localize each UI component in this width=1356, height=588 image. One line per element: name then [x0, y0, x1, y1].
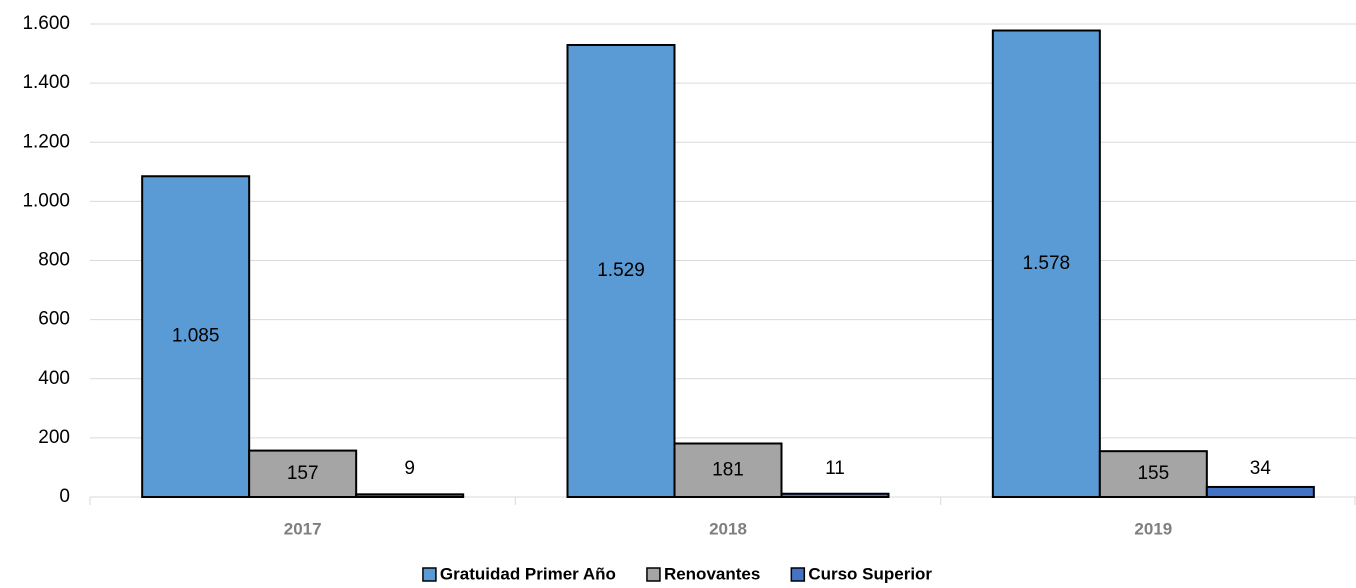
legend-label: Gratuidad Primer Año	[440, 564, 616, 583]
y-tick-label: 0	[59, 486, 70, 507]
value-label: 155	[1137, 463, 1169, 484]
value-label: 11	[825, 458, 845, 479]
y-tick-label: 1.400	[22, 72, 70, 93]
legend-swatch	[646, 567, 661, 582]
legend-swatch	[422, 567, 437, 582]
value-label: 34	[1250, 458, 1272, 479]
x-tick-label: 2018	[709, 519, 747, 538]
bar	[566, 43, 676, 498]
y-tick-label: 400	[38, 368, 70, 389]
value-label: 1.578	[1023, 253, 1071, 274]
bar	[780, 492, 890, 499]
y-tick-label: 1.600	[22, 13, 70, 34]
x-tick-label: 2017	[284, 519, 322, 538]
bar	[991, 29, 1101, 498]
bar	[355, 493, 465, 499]
x-tick-label: 2019	[1134, 519, 1172, 538]
value-label: 157	[287, 463, 319, 484]
legend-swatch	[790, 567, 806, 582]
bar	[1098, 450, 1208, 499]
y-tick-label: 1.000	[22, 190, 70, 211]
value-label: 1.529	[597, 260, 645, 281]
y-tick-label: 1.200	[22, 131, 70, 152]
legend-label: Curso Superior	[808, 564, 932, 583]
bar	[1205, 485, 1315, 499]
bar	[248, 449, 358, 499]
bar	[673, 442, 783, 499]
value-label: 181	[712, 459, 744, 480]
bar	[141, 175, 251, 498]
y-tick-label: 600	[38, 309, 70, 330]
y-tick-label: 800	[38, 250, 70, 271]
value-label: 1.085	[172, 326, 220, 347]
value-label: 9	[404, 458, 415, 479]
y-tick-label: 200	[38, 427, 70, 448]
legend-label: Renovantes	[664, 564, 760, 583]
